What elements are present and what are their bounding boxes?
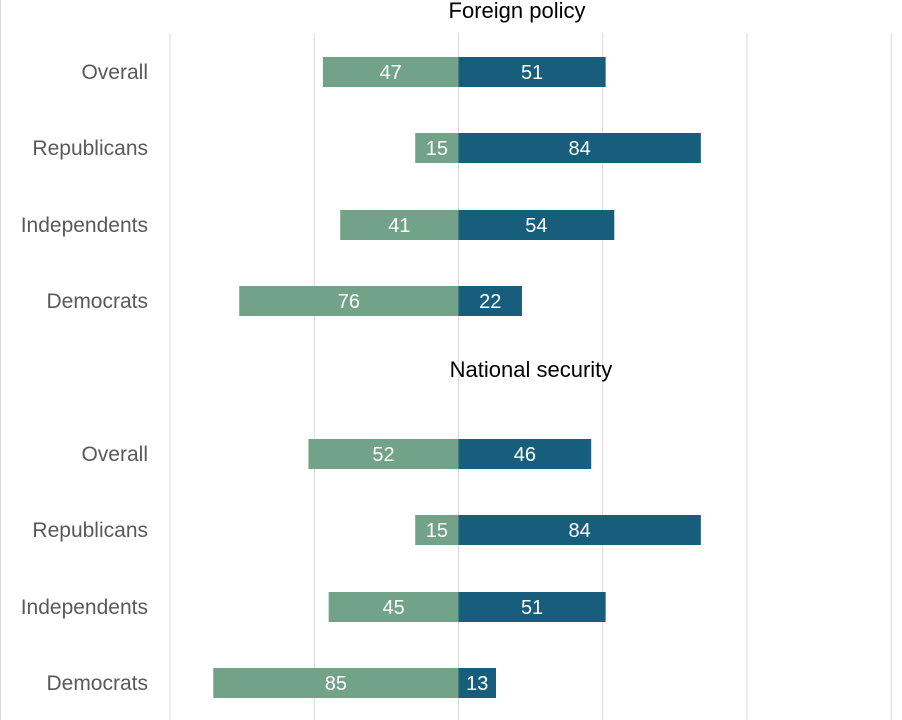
data-label-left: 76 bbox=[338, 291, 360, 313]
bar-left bbox=[213, 668, 459, 698]
data-label-right: 84 bbox=[569, 520, 591, 542]
category-label: Independents bbox=[21, 214, 148, 237]
category-label: Democrats bbox=[46, 672, 148, 695]
data-label-right: 54 bbox=[525, 215, 547, 237]
bar-right bbox=[458, 668, 497, 698]
category-label: Democrats bbox=[46, 290, 148, 313]
bar-left bbox=[415, 133, 459, 163]
bar-row-republicans: Republicans 15 84 bbox=[32, 515, 701, 545]
bar-right bbox=[458, 210, 615, 240]
bar-row-overall: Overall 47 51 bbox=[81, 57, 606, 87]
category-label: Independents bbox=[21, 596, 148, 619]
panel-national-security: National security Overall 52 46 Republicans… bbox=[21, 357, 701, 698]
data-label-right: 22 bbox=[479, 291, 501, 313]
panel-foreign-policy: Foreign policy Overall 47 51 Republicans 15 8… bbox=[21, 0, 701, 316]
data-label-right: 13 bbox=[466, 673, 488, 695]
bar-left bbox=[308, 439, 459, 469]
bar-right bbox=[458, 286, 522, 316]
bar-left bbox=[340, 210, 459, 240]
category-label: Overall bbox=[81, 61, 148, 84]
bar-row-democrats: Democrats 85 13 bbox=[46, 668, 497, 698]
category-label: Republicans bbox=[32, 137, 148, 160]
data-label-right: 84 bbox=[569, 138, 591, 160]
bar-right bbox=[458, 515, 701, 545]
category-label: Overall bbox=[81, 443, 148, 466]
panel-title: Foreign policy bbox=[449, 0, 586, 23]
data-label-left: 15 bbox=[426, 138, 448, 160]
bar-row-overall: Overall 52 46 bbox=[81, 439, 592, 469]
bar-left bbox=[415, 515, 459, 545]
bar-right bbox=[458, 57, 606, 87]
data-label-right: 51 bbox=[521, 597, 543, 619]
data-label-left: 85 bbox=[325, 673, 347, 695]
bar-right bbox=[458, 439, 592, 469]
bar-row-democrats: Democrats 76 22 bbox=[46, 286, 522, 316]
data-label-left: 15 bbox=[426, 520, 448, 542]
bar-left bbox=[239, 286, 459, 316]
category-label: Republicans bbox=[32, 519, 148, 542]
data-label-left: 47 bbox=[380, 62, 402, 84]
data-label-right: 46 bbox=[514, 444, 536, 466]
bar-left bbox=[328, 592, 459, 622]
panel-title: National security bbox=[450, 357, 613, 382]
bar-right bbox=[458, 592, 606, 622]
data-label-left: 52 bbox=[372, 444, 394, 466]
data-label-left: 45 bbox=[382, 597, 404, 619]
data-label-left: 41 bbox=[388, 215, 410, 237]
bar-left bbox=[322, 57, 459, 87]
bar-row-republicans: Republicans 15 84 bbox=[32, 133, 701, 163]
data-label-right: 51 bbox=[521, 62, 543, 84]
bar-right bbox=[458, 133, 701, 163]
bar-row-independents: Independents 41 54 bbox=[21, 210, 615, 240]
bar-row-independents: Independents 45 51 bbox=[21, 592, 606, 622]
